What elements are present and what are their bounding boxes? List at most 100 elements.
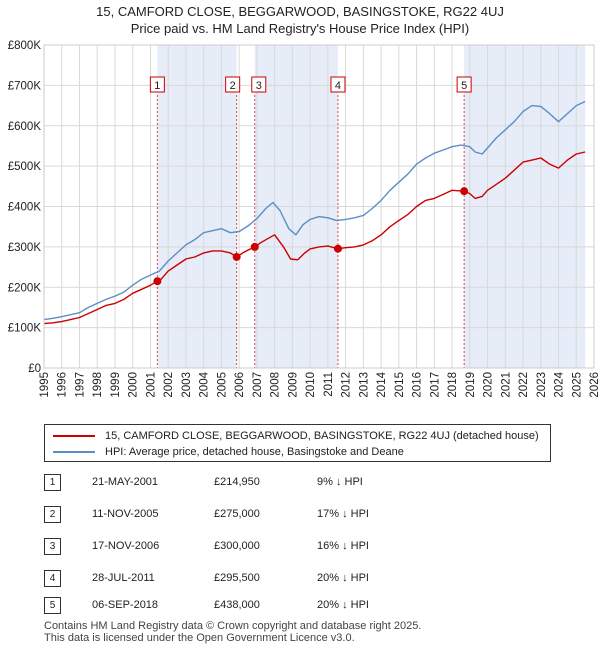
x-tick-label: 2015	[394, 372, 406, 398]
chart-subtitle: Price paid vs. HM Land Registry's House …	[131, 21, 469, 36]
transaction-marker-label: 5	[461, 80, 467, 92]
transaction-marker-label: 4	[335, 80, 341, 92]
x-tick-label: 1995	[39, 372, 51, 398]
transaction-marker-box	[225, 76, 241, 93]
transaction-row: 3 17-NOV-2006 £300,000 16% ↓ HPI	[44, 538, 564, 555]
y-tick-label: £600K	[8, 121, 42, 133]
x-tick-label: 2004	[199, 371, 211, 397]
transaction-date: 28-JUL-2011	[92, 572, 155, 584]
transaction-date: 06-SEP-2018	[92, 599, 159, 611]
transaction-marker-box	[456, 76, 472, 93]
transaction-marker-label: 1	[154, 80, 160, 92]
transaction-marker: 1	[149, 76, 165, 93]
transaction-number: 5	[44, 597, 61, 614]
transaction-price: £214,950	[214, 476, 260, 488]
x-tick-label: 2012	[341, 372, 353, 398]
transaction-marker-box	[251, 76, 267, 93]
transaction-marker: 3	[251, 76, 267, 93]
legend-item-property: 15, CAMFORD CLOSE, BEGGARWOOD, BASINGSTO…	[53, 428, 539, 444]
transaction-price: £275,000	[214, 508, 260, 520]
x-tick-label: 2013	[358, 372, 370, 398]
legend-swatch-hpi	[53, 451, 95, 453]
legend-item-hpi: HPI: Average price, detached house, Basi…	[53, 444, 404, 460]
x-tick-label: 2024	[554, 371, 566, 397]
x-tick-label: 2026	[589, 372, 600, 398]
price-chart: 15, CAMFORD CLOSE, BEGGARWOOD, BASINGSTO…	[8, 4, 600, 398]
plot-frame	[43, 44, 595, 369]
y-tick-label: £200K	[8, 282, 42, 294]
transaction-date: 21-MAY-2001	[92, 476, 159, 488]
transaction-row: 2 11-NOV-2005 £275,000 17% ↓ HPI	[44, 506, 564, 523]
transaction-number: 1	[44, 474, 61, 491]
transaction-marker-label: 3	[256, 80, 262, 92]
x-tick-label: 2007	[252, 372, 264, 398]
transaction-marker: 2	[225, 76, 241, 93]
transaction-date: 17-NOV-2006	[92, 540, 160, 552]
transaction-row: 5 06-SEP-2018 £438,000 20% ↓ HPI	[44, 597, 564, 614]
x-tick-label: 2006	[234, 372, 246, 398]
transaction-hpi-diff: 17% ↓ HPI	[317, 508, 369, 520]
footer-copyright: Contains HM Land Registry data © Crown c…	[44, 620, 422, 632]
x-tick-label: 2020	[483, 372, 495, 398]
x-tick-label: 1998	[92, 372, 104, 398]
transaction-marker-box	[330, 76, 346, 93]
property-price-line	[43, 151, 586, 325]
transaction-price: £438,000	[214, 599, 260, 611]
y-tick-label: £300K	[8, 242, 42, 254]
y-tick-label: £800K	[8, 40, 42, 52]
transaction-number: 2	[44, 506, 61, 523]
x-tick-label: 2000	[128, 372, 140, 398]
transaction-marker-label: 2	[230, 80, 236, 92]
sale-point	[333, 244, 342, 253]
y-tick-label: £500K	[8, 161, 42, 173]
y-tick-label: £100K	[8, 323, 42, 335]
sale-point	[153, 277, 162, 286]
x-tick-label: 2008	[270, 372, 282, 398]
x-tick-label: 2017	[429, 372, 441, 398]
x-tick-label: 1999	[110, 372, 122, 398]
x-tick-label: 2002	[163, 372, 175, 398]
x-tick-label: 2023	[536, 372, 548, 398]
transaction-row: 1 21-MAY-2001 £214,950 9% ↓ HPI	[44, 474, 564, 491]
x-tick-label: 2022	[518, 372, 530, 398]
transaction-date: 11-NOV-2005	[92, 508, 159, 520]
x-tick-label: 1997	[74, 372, 86, 398]
transaction-price: £295,500	[214, 572, 260, 584]
transaction-price: £300,000	[214, 540, 260, 552]
transaction-marker: 4	[330, 76, 346, 93]
x-tick-label: 2001	[145, 372, 157, 398]
transaction-hpi-diff: 20% ↓ HPI	[317, 572, 369, 584]
x-tick-label: 2021	[500, 372, 512, 398]
transaction-hpi-diff: 20% ↓ HPI	[317, 599, 369, 611]
sale-point	[250, 242, 259, 251]
x-tick-label: 1996	[57, 372, 69, 398]
footer-licence: This data is licensed under the Open Gov…	[44, 632, 355, 644]
x-tick-label: 2014	[376, 371, 388, 397]
y-tick-label: £700K	[8, 80, 42, 92]
x-tick-label: 2005	[216, 372, 228, 398]
legend: 15, CAMFORD CLOSE, BEGGARWOOD, BASINGSTO…	[44, 424, 551, 462]
x-tick-label: 2009	[287, 372, 299, 398]
y-tick-label: £400K	[8, 202, 42, 214]
x-tick-label: 2025	[571, 372, 583, 398]
transaction-row: 4 28-JUL-2011 £295,500 20% ↓ HPI	[44, 570, 564, 587]
x-tick-label: 2010	[305, 372, 317, 398]
x-tick-label: 2018	[447, 372, 459, 398]
legend-label-property: 15, CAMFORD CLOSE, BEGGARWOOD, BASINGSTO…	[105, 430, 539, 442]
x-tick-label: 2003	[181, 372, 193, 398]
transaction-marker-box	[149, 76, 165, 93]
x-tick-label: 2011	[323, 372, 335, 397]
sale-point	[232, 252, 241, 261]
transaction-number: 3	[44, 538, 61, 555]
x-tick-label: 2016	[412, 372, 424, 398]
footer: Contains HM Land Registry data © Crown c…	[44, 620, 421, 644]
legend-label-hpi: HPI: Average price, detached house, Basi…	[105, 446, 404, 458]
legend-swatch-property	[53, 435, 95, 437]
hpi-line	[43, 100, 586, 321]
y-tick-label: £0	[28, 363, 41, 375]
transaction-marker: 5	[456, 76, 472, 93]
sale-point	[460, 187, 469, 196]
transaction-hpi-diff: 16% ↓ HPI	[317, 540, 369, 552]
chart-title: 15, CAMFORD CLOSE, BEGGARWOOD, BASINGSTO…	[96, 4, 504, 19]
transaction-hpi-diff: 9% ↓ HPI	[317, 476, 363, 488]
